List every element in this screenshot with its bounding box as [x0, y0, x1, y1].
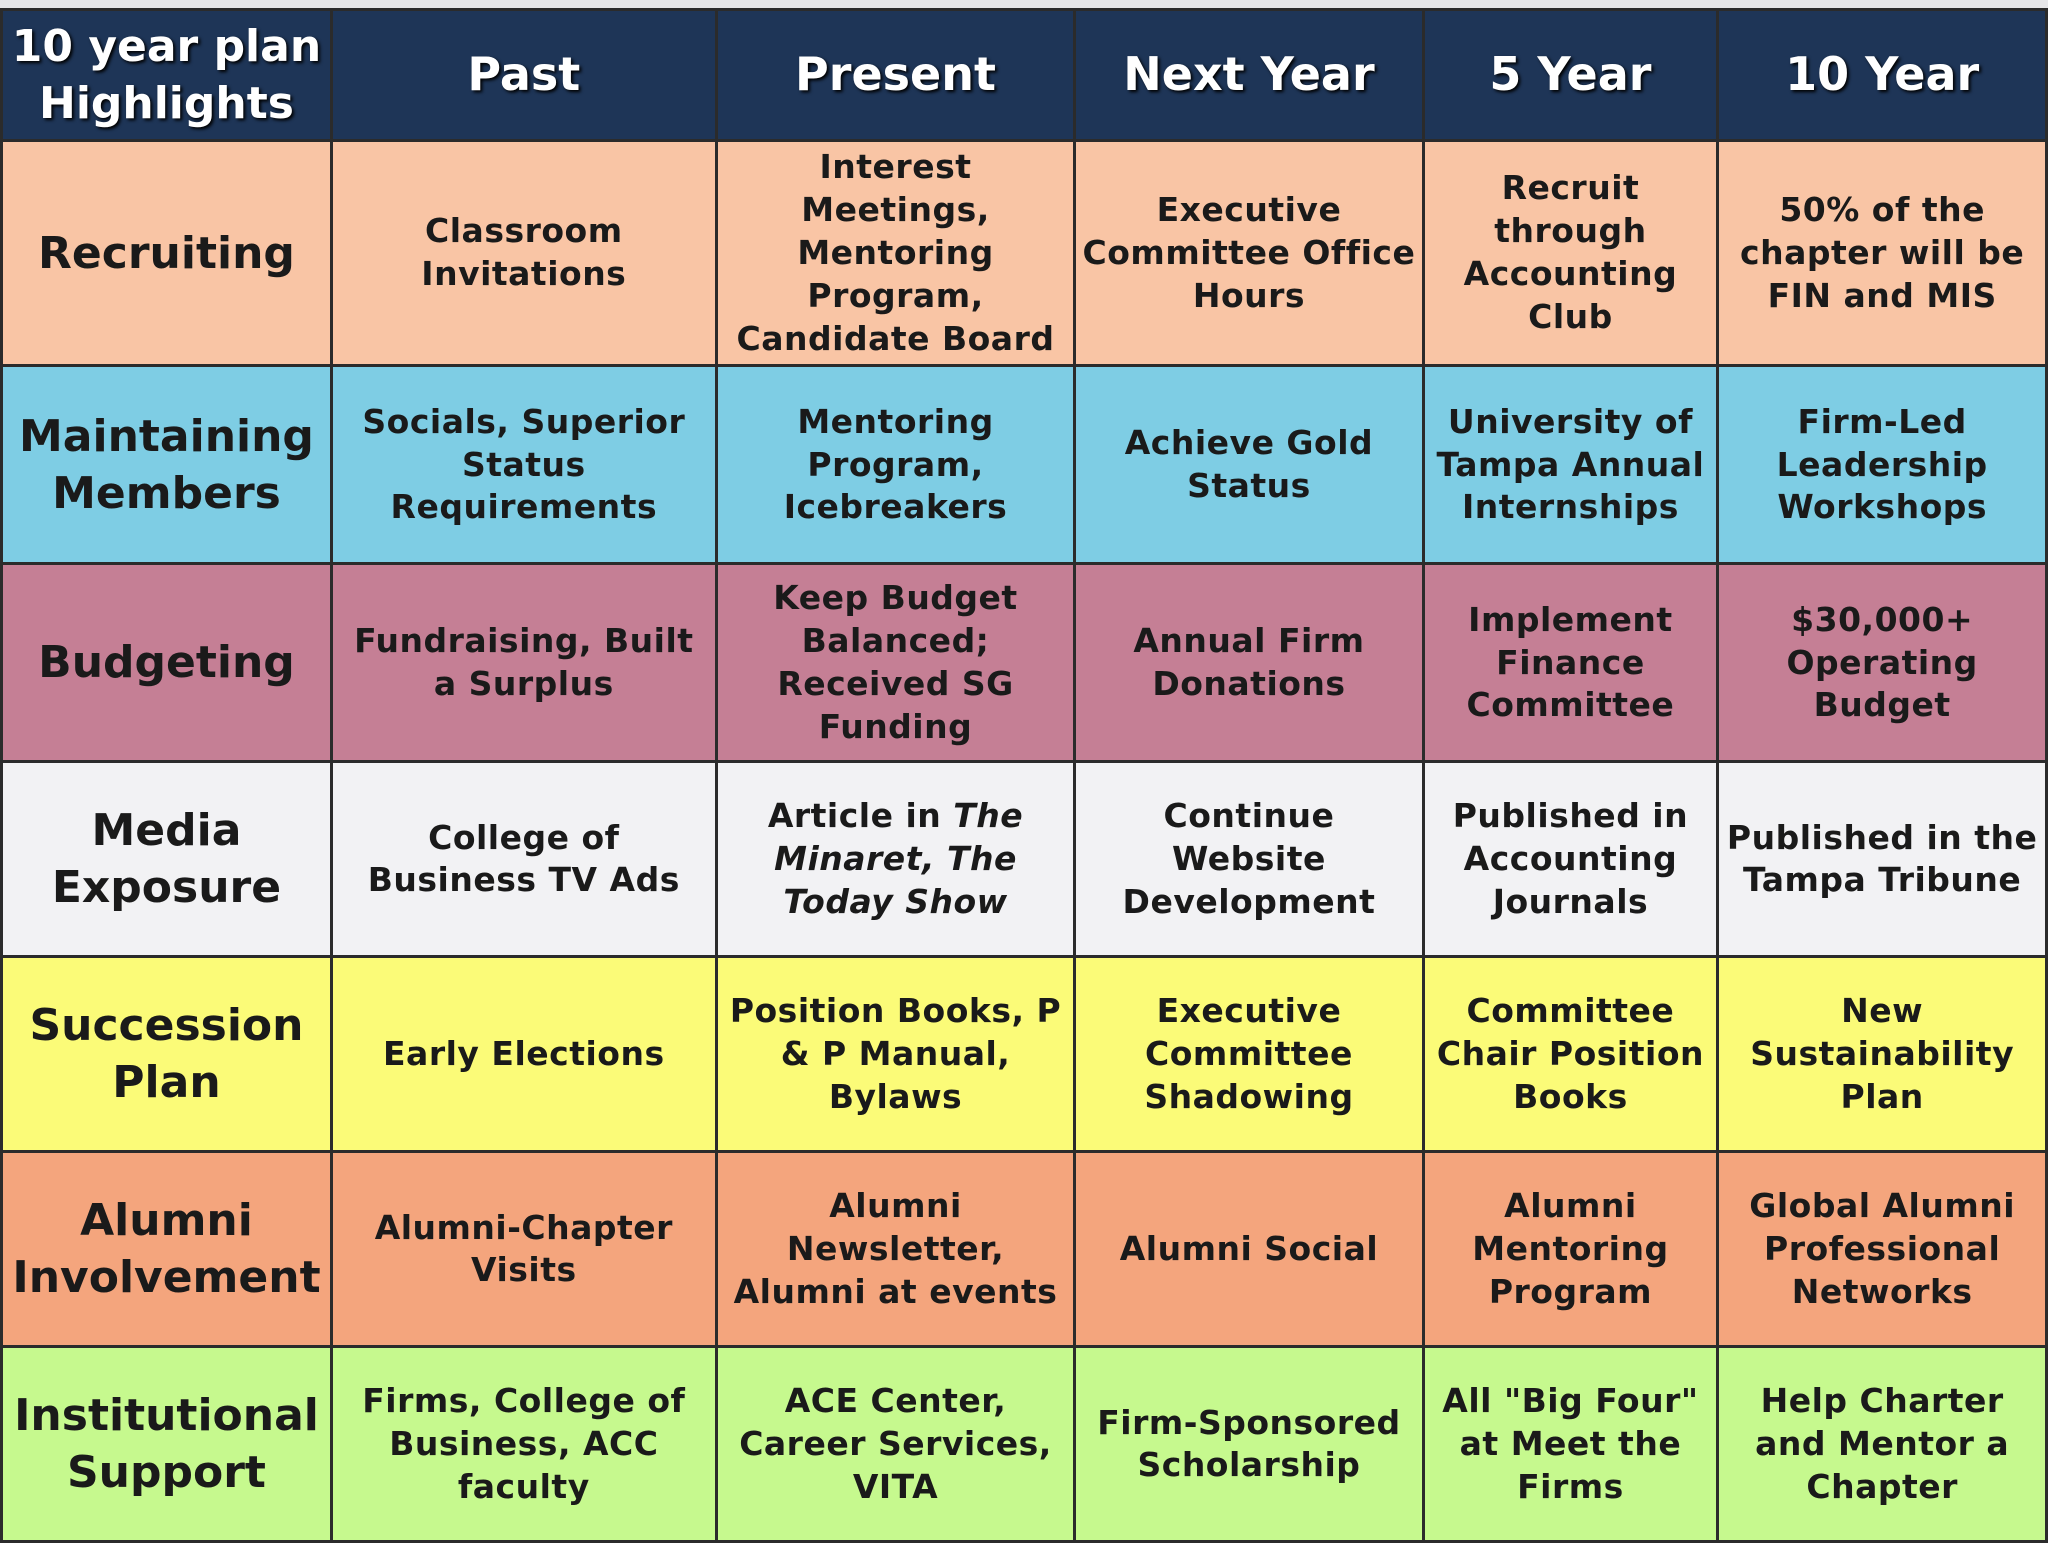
cell-alumni-present: Alumni Newsletter, Alumni at events [714, 1150, 1077, 1349]
cell-budgeting-present: Keep Budget Balanced; Received SG Fundin… [714, 562, 1077, 764]
cell-maintaining-5-year: University of Tampa Annual Internships [1421, 364, 1720, 566]
cell-alumni-next-year: Alumni Social [1073, 1150, 1425, 1349]
row-maintaining-members: Maintaining Members Socials, Superior St… [0, 364, 2048, 566]
row-label-media-exposure: Media Exposure [0, 760, 333, 959]
cell-succession-past: Early Elections [329, 955, 718, 1154]
media-present-italic-today-show: The Today Show [783, 839, 1017, 921]
corner-title-line2: Highlights [39, 78, 294, 129]
cell-media-5-year: Published in Accounting Journals [1421, 760, 1720, 959]
cell-media-10-year: Published in the Tampa Tribune [1716, 760, 2048, 959]
cell-institutional-5-year: All "Big Four" at Meet the Firms [1421, 1345, 1720, 1543]
cell-alumni-past: Alumni-Chapter Visits [329, 1150, 718, 1349]
media-present-italic-minaret: The Minaret [774, 796, 1024, 878]
corner-header: 10 year plan Highlights [0, 8, 333, 142]
row-label-maintaining-members: Maintaining Members [0, 364, 333, 566]
cell-institutional-next-year: Firm-Sponsored Scholarship [1073, 1345, 1425, 1543]
cell-institutional-present: ACE Center, Career Services, VITA [714, 1345, 1077, 1543]
row-media-exposure: Media Exposure College of Business TV Ad… [0, 760, 2048, 959]
row-label-alumni-involvement: Alumni Involvement [0, 1150, 333, 1349]
cell-maintaining-next-year: Achieve Gold Status [1073, 364, 1425, 566]
cell-succession-5-year: Committee Chair Position Books [1421, 955, 1720, 1154]
cell-recruiting-10-year: 50% of the chapter will be FIN and MIS [1716, 138, 2048, 368]
cell-recruiting-past: Classroom Invitations [329, 138, 718, 368]
ten-year-plan-table: 10 year plan Highlights Past Present Nex… [0, 8, 2048, 1543]
cell-maintaining-10-year: Firm-Led Leadership Workshops [1716, 364, 2048, 566]
cell-succession-present: Position Books, P & P Manual, Bylaws [714, 955, 1077, 1154]
cell-alumni-10-year: Global Alumni Professional Networks [1716, 1150, 2048, 1349]
row-recruiting: Recruiting Classroom Invitations Interes… [0, 138, 2048, 368]
row-label-recruiting: Recruiting [0, 138, 333, 368]
media-present-separator: , [921, 839, 947, 878]
cell-budgeting-past: Fundraising, Built a Surplus [329, 562, 718, 764]
corner-title-line1: 10 year plan [11, 20, 322, 72]
row-label-succession-plan: Succession Plan [0, 955, 333, 1154]
cell-recruiting-5-year: Recruit through Accounting Club [1421, 138, 1720, 368]
column-header-10-year: 10 Year [1716, 8, 2048, 142]
row-institutional-support: Institutional Support Firms, College of … [0, 1345, 2048, 1543]
column-header-present: Present [714, 8, 1077, 142]
column-header-next-year: Next Year [1073, 8, 1425, 142]
cell-budgeting-5-year: Implement Finance Committee [1421, 562, 1720, 764]
cell-media-past: College of Business TV Ads [329, 760, 718, 959]
cell-budgeting-10-year: $30,000+ Operating Budget [1716, 562, 2048, 764]
row-succession-plan: Succession Plan Early Elections Position… [0, 955, 2048, 1154]
cell-succession-10-year: New Sustainability Plan [1716, 955, 2048, 1154]
column-header-5-year: 5 Year [1421, 8, 1720, 142]
cell-alumni-5-year: Alumni Mentoring Program [1421, 1150, 1720, 1349]
cell-maintaining-present: Mentoring Program, Icebreakers [714, 364, 1077, 566]
cell-institutional-past: Firms, College of Business, ACC faculty [329, 1345, 718, 1543]
row-label-budgeting: Budgeting [0, 562, 333, 764]
media-present-prefix: Article in [767, 796, 954, 836]
row-budgeting: Budgeting Fundraising, Built a Surplus K… [0, 562, 2048, 764]
cell-media-present: Article in The Minaret, The Today Show [714, 760, 1077, 959]
header-row: 10 year plan Highlights Past Present Nex… [0, 8, 2048, 142]
cell-maintaining-past: Socials, Superior Status Requirements [329, 364, 718, 566]
cell-media-next-year: Continue Website Development [1073, 760, 1425, 959]
cell-recruiting-next-year: Executive Committee Office Hours [1073, 138, 1425, 368]
cell-succession-next-year: Executive Committee Shadowing [1073, 955, 1425, 1154]
cell-institutional-10-year: Help Charter and Mentor a Chapter [1716, 1345, 2048, 1543]
row-label-institutional-support: Institutional Support [0, 1345, 333, 1543]
top-strip [0, 0, 2048, 8]
cell-budgeting-next-year: Annual Firm Donations [1073, 562, 1425, 764]
row-alumni-involvement: Alumni Involvement Alumni-Chapter Visits… [0, 1150, 2048, 1349]
column-header-past: Past [329, 8, 718, 142]
cell-recruiting-present: Interest Meetings, Mentoring Program, Ca… [714, 138, 1077, 368]
